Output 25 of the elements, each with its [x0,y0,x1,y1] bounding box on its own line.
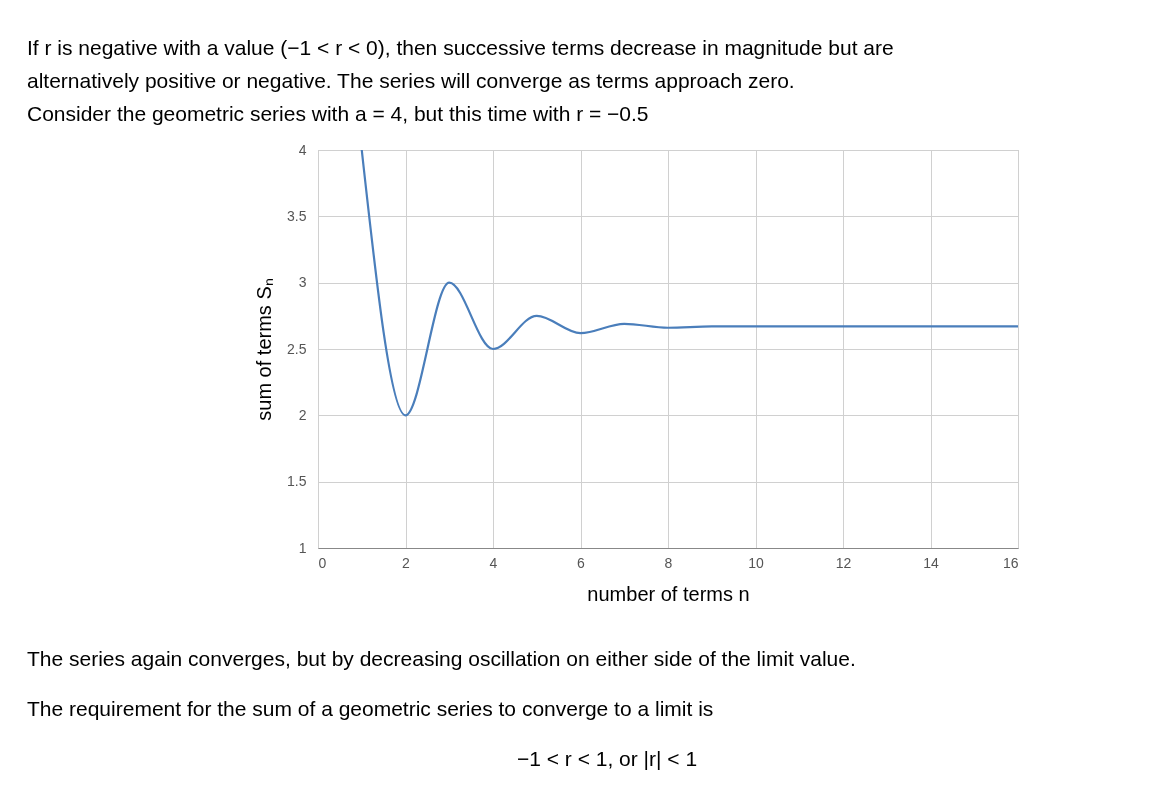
y-tick-label: 3 [298,274,307,291]
y-axis-title: sum of terms Sₙ [253,278,276,421]
y-tick-label: 2 [298,406,307,423]
x-tick-label: 14 [923,554,939,571]
x-tick-label: 2 [402,554,411,571]
x-axis-title: number of terms n [587,582,750,605]
x-tick-label: 6 [577,554,586,571]
text: alternatively positive or negative. The series will converge as terms approach zero. [27,69,795,92]
line-series [360,150,1018,417]
y-tick-label: 1 [298,539,307,556]
x-tick-label: 0 [318,554,327,571]
text: If r is negative with a value (−1 < r < 0), then successive terms decrease in magnitude but are [27,36,894,59]
y-tick-label: 1.5 [287,473,307,490]
y-tick-label: 3.5 [287,207,307,224]
text: The series again converges, but by decreasing oscillation on either side of the limit value. [27,647,856,670]
y-tick-label: 4 [298,141,307,158]
text: −1 < r < 1, or |r| < 1 [516,747,698,770]
x-tick-label: 4 [489,554,498,571]
y-tick-label: 2.5 [287,340,307,357]
text: The requirement for the sum of a geometric series to converge to a limit is [27,697,714,720]
x-tick-label: 16 [1002,554,1019,571]
chart-subtitle: Consider the geometric series with a = 4, but this time with r = −0.5 [27,102,649,125]
x-tick-label: 8 [664,554,673,571]
x-tick-label: 12 [835,554,852,571]
x-tick-label: 10 [748,554,764,571]
